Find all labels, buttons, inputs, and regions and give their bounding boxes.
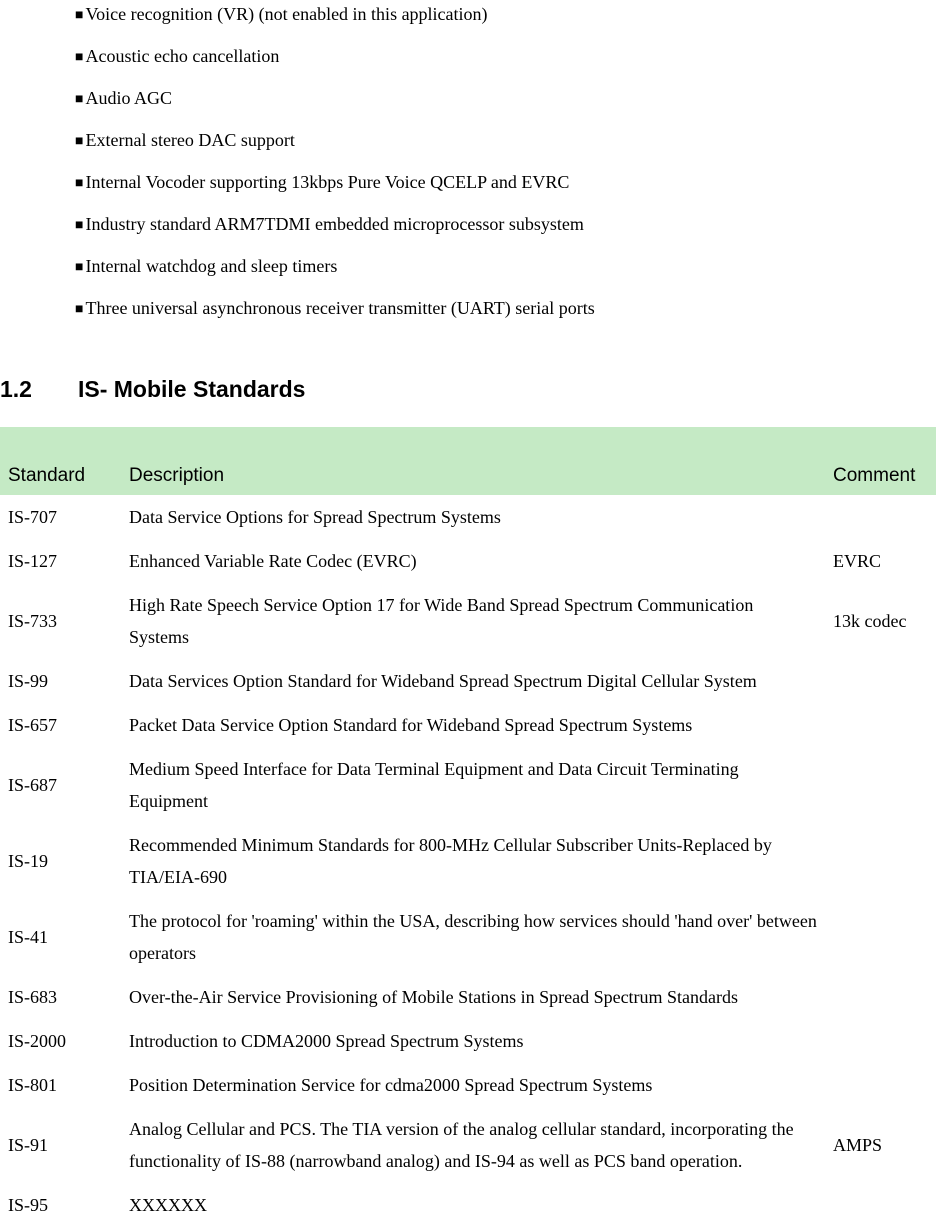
column-header-comment: Comment	[825, 427, 936, 495]
cell-comment	[825, 659, 936, 703]
cell-comment	[825, 1019, 936, 1063]
cell-standard: IS-99	[0, 659, 121, 703]
table-row: IS-687Medium Speed Interface for Data Te…	[0, 747, 936, 823]
feature-bullet-list: ■Voice recognition (VR) (not enabled in …	[75, 2, 936, 320]
bullet-item: ■Internal Vocoder supporting 13kbps Pure…	[75, 170, 936, 194]
bullet-item: ■Acoustic echo cancellation	[75, 44, 936, 68]
cell-description: Data Service Options for Spread Spectrum…	[121, 495, 825, 539]
bullet-item: ■External stereo DAC support	[75, 128, 936, 152]
column-header-description: Description	[121, 427, 825, 495]
cell-comment	[825, 1183, 936, 1227]
bullet-text: Voice recognition (VR) (not enabled in t…	[85, 2, 487, 26]
cell-comment	[825, 975, 936, 1019]
cell-standard: IS-733	[0, 583, 121, 659]
cell-comment: 13k codec	[825, 583, 936, 659]
standards-table: Standard Description Comment IS-707Data …	[0, 427, 936, 1227]
bullet-marker-icon: ■	[75, 2, 83, 26]
cell-comment: AMPS	[825, 1107, 936, 1183]
bullet-marker-icon: ■	[75, 254, 83, 278]
bullet-item: ■Industry standard ARM7TDMI embedded mic…	[75, 212, 936, 236]
cell-description: XXXXXX	[121, 1183, 825, 1227]
cell-standard: IS-801	[0, 1063, 121, 1107]
section-title: IS- Mobile Standards	[78, 376, 305, 403]
cell-description: Medium Speed Interface for Data Terminal…	[121, 747, 825, 823]
table-row: IS-127Enhanced Variable Rate Codec (EVRC…	[0, 539, 936, 583]
table-row: IS-19Recommended Minimum Standards for 8…	[0, 823, 936, 899]
bullet-text: Industry standard ARM7TDMI embedded micr…	[85, 212, 583, 236]
table-header-row: Standard Description Comment	[0, 427, 936, 495]
bullet-text: External stereo DAC support	[85, 128, 294, 152]
table-row: IS-801Position Determination Service for…	[0, 1063, 936, 1107]
section-number: 1.2	[0, 376, 32, 403]
cell-standard: IS-91	[0, 1107, 121, 1183]
bullet-marker-icon: ■	[75, 128, 83, 152]
table-row: IS-707Data Service Options for Spread Sp…	[0, 495, 936, 539]
cell-comment: EVRC	[825, 539, 936, 583]
table-row: IS-99Data Services Option Standard for W…	[0, 659, 936, 703]
cell-description: Enhanced Variable Rate Codec (EVRC)	[121, 539, 825, 583]
cell-description: Analog Cellular and PCS. The TIA version…	[121, 1107, 825, 1183]
cell-standard: IS-95	[0, 1183, 121, 1227]
cell-description: Over-the-Air Service Provisioning of Mob…	[121, 975, 825, 1019]
cell-standard: IS-2000	[0, 1019, 121, 1063]
table-row: IS-41The protocol for 'roaming' within t…	[0, 899, 936, 975]
bullet-text: Acoustic echo cancellation	[85, 44, 279, 68]
table-row: IS-683Over-the-Air Service Provisioning …	[0, 975, 936, 1019]
section-heading: 1.2 IS- Mobile Standards	[0, 376, 936, 403]
bullet-text: Audio AGC	[85, 86, 172, 110]
table-row: IS-95XXXXXX	[0, 1183, 936, 1227]
cell-description: Packet Data Service Option Standard for …	[121, 703, 825, 747]
cell-comment	[825, 703, 936, 747]
bullet-item: ■Voice recognition (VR) (not enabled in …	[75, 2, 936, 26]
table-row: IS-733High Rate Speech Service Option 17…	[0, 583, 936, 659]
cell-standard: IS-127	[0, 539, 121, 583]
bullet-text: Internal Vocoder supporting 13kbps Pure …	[85, 170, 569, 194]
cell-description: High Rate Speech Service Option 17 for W…	[121, 583, 825, 659]
bullet-item: ■Audio AGC	[75, 86, 936, 110]
cell-comment	[825, 495, 936, 539]
cell-standard: IS-19	[0, 823, 121, 899]
column-header-standard: Standard	[0, 427, 121, 495]
bullet-marker-icon: ■	[75, 296, 83, 320]
bullet-item: ■Three universal asynchronous receiver t…	[75, 296, 936, 320]
bullet-marker-icon: ■	[75, 170, 83, 194]
bullet-text: Internal watchdog and sleep timers	[85, 254, 337, 278]
cell-description: Introduction to CDMA2000 Spread Spectrum…	[121, 1019, 825, 1063]
cell-standard: IS-657	[0, 703, 121, 747]
cell-comment	[825, 823, 936, 899]
cell-description: Recommended Minimum Standards for 800-MH…	[121, 823, 825, 899]
bullet-marker-icon: ■	[75, 212, 83, 236]
bullet-marker-icon: ■	[75, 86, 83, 110]
bullet-item: ■Internal watchdog and sleep timers	[75, 254, 936, 278]
cell-description: Position Determination Service for cdma2…	[121, 1063, 825, 1107]
bullet-text: Three universal asynchronous receiver tr…	[85, 296, 594, 320]
cell-standard: IS-41	[0, 899, 121, 975]
table-row: IS-657Packet Data Service Option Standar…	[0, 703, 936, 747]
cell-standard: IS-683	[0, 975, 121, 1019]
table-row: IS-91Analog Cellular and PCS. The TIA ve…	[0, 1107, 936, 1183]
bullet-marker-icon: ■	[75, 44, 83, 68]
cell-description: Data Services Option Standard for Wideba…	[121, 659, 825, 703]
cell-standard: IS-687	[0, 747, 121, 823]
cell-comment	[825, 747, 936, 823]
cell-standard: IS-707	[0, 495, 121, 539]
cell-description: The protocol for 'roaming' within the US…	[121, 899, 825, 975]
cell-comment	[825, 1063, 936, 1107]
table-row: IS-2000Introduction to CDMA2000 Spread S…	[0, 1019, 936, 1063]
cell-comment	[825, 899, 936, 975]
